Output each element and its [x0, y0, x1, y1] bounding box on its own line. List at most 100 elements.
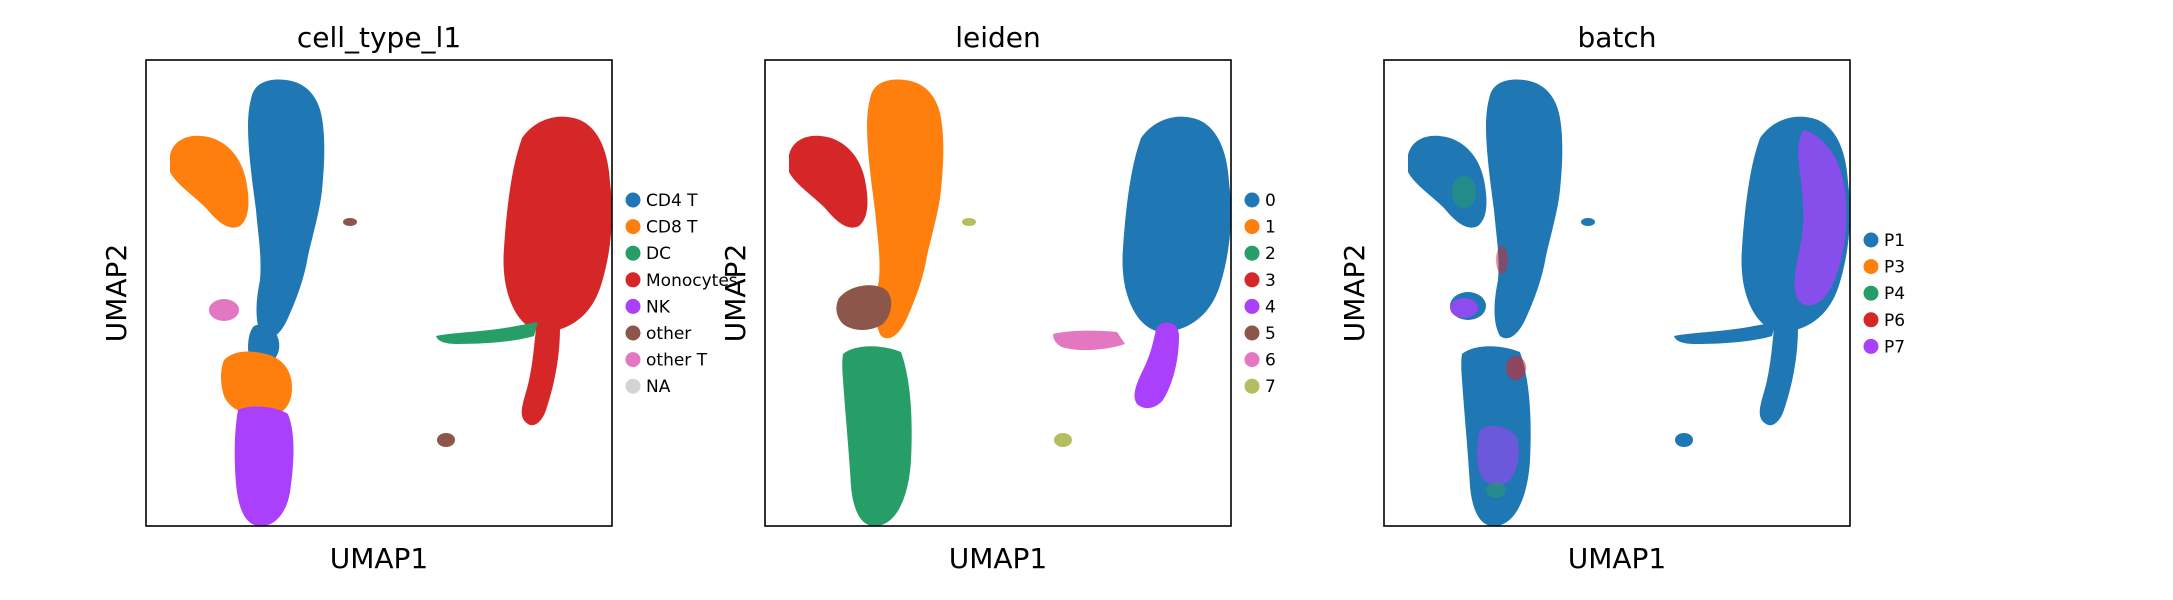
- legend-marker: [1244, 245, 1260, 261]
- legend-label: 6: [1265, 351, 1276, 371]
- batch-top-column: [1486, 79, 1563, 339]
- legend-marker: [1244, 219, 1260, 235]
- legend-label: NK: [646, 297, 671, 317]
- legend-marker: [625, 298, 641, 314]
- legend-label: P1: [1884, 231, 1905, 251]
- legend-label: 5: [1265, 324, 1276, 344]
- cluster-7-dot-bottom: [1054, 433, 1072, 447]
- legend-item-cd8t: CD8 T: [625, 218, 698, 238]
- legend-marker: [1863, 285, 1879, 301]
- y-axis-label: UMAP2: [719, 244, 752, 343]
- legend-marker: [1863, 259, 1879, 275]
- cluster-other-bottom: [437, 433, 455, 447]
- cluster-other-t: [209, 299, 239, 321]
- legend-marker: [1863, 338, 1879, 354]
- plot-frame: [145, 59, 613, 527]
- legend: P1 P3 P4 P6 P7: [1863, 231, 1905, 357]
- legend-marker: [625, 192, 641, 208]
- legend-label: CD4 T: [646, 191, 698, 211]
- y-axis-label: UMAP2: [1338, 244, 1371, 343]
- batch-p7-pink: [1450, 298, 1478, 318]
- cluster-7-dot-top: [962, 218, 976, 226]
- legend-item-cd4t: CD4 T: [625, 191, 698, 211]
- batch-streak: [1674, 322, 1776, 344]
- batch-p6-lower: [1506, 356, 1526, 380]
- panel-cell-type: cell_type_l1 UMAP1 U: [100, 21, 738, 575]
- legend-item-p7: P7: [1863, 337, 1905, 357]
- y-axis-label: UMAP2: [100, 244, 133, 343]
- legend-label: Monocytes: [646, 271, 738, 291]
- legend-item-other-t: other T: [625, 351, 708, 371]
- legend-item-3: 3: [1244, 271, 1276, 291]
- legend-label: P7: [1884, 337, 1905, 357]
- legend-item-other: other: [625, 324, 691, 344]
- legend-marker: [1244, 352, 1260, 368]
- cluster-3: [789, 135, 868, 228]
- legend-marker: [625, 272, 641, 288]
- legend-label: DC: [646, 244, 671, 264]
- legend-label: P3: [1884, 258, 1905, 278]
- legend-label: 4: [1265, 297, 1276, 317]
- legend-marker: [625, 325, 641, 341]
- legend-item-nk: NK: [625, 297, 671, 317]
- legend-marker: [1863, 232, 1879, 248]
- legend-marker: [1863, 312, 1879, 328]
- panel-batch: batch UMAP1 UMAP2: [1338, 21, 1905, 575]
- cluster-2: [842, 346, 912, 527]
- legend-item-p6: P6: [1863, 311, 1905, 331]
- legend-label: CD8 T: [646, 218, 698, 238]
- x-axis-label: UMAP1: [330, 542, 429, 575]
- panel-title: batch: [1577, 21, 1656, 54]
- legend-item-1: 1: [1244, 218, 1276, 238]
- legend-label: 2: [1265, 244, 1276, 264]
- cluster-0: [1122, 116, 1231, 333]
- legend-label: NA: [646, 377, 671, 397]
- legend-label: other T: [646, 351, 708, 371]
- legend-item-dc: DC: [625, 244, 671, 264]
- legend-label: 3: [1265, 271, 1276, 291]
- scatter-area: [789, 79, 1231, 527]
- x-axis-label: UMAP1: [1568, 542, 1667, 575]
- batch-p4-bottom: [1486, 482, 1506, 498]
- plot-frame: [1383, 59, 1851, 527]
- legend: CD4 T CD8 T DC Monocytes NK other: [625, 191, 738, 397]
- legend-item-7: 7: [1244, 377, 1276, 397]
- legend-label: other: [646, 324, 691, 344]
- cluster-other-dot: [343, 218, 357, 226]
- legend: 0 1 2 3 4 5 6: [1244, 191, 1276, 397]
- legend-marker: [625, 245, 641, 261]
- cluster-cd8t-lower: [221, 351, 292, 416]
- batch-right-tail: [1759, 314, 1798, 426]
- cluster-nk: [234, 406, 294, 527]
- cluster-4: [1134, 322, 1179, 409]
- panel-title: leiden: [955, 21, 1041, 54]
- legend-marker: [1244, 325, 1260, 341]
- batch-dot-bottom: [1675, 433, 1693, 447]
- legend-marker: [1244, 378, 1260, 394]
- legend-item-p4: P4: [1863, 284, 1905, 304]
- batch-p7-bottom: [1477, 425, 1519, 486]
- legend-item-na: NA: [625, 377, 671, 397]
- scatter-area: [1408, 79, 1850, 527]
- legend-item-5: 5: [1244, 324, 1276, 344]
- batch-p7-right: [1794, 130, 1847, 306]
- batch-p6-mid: [1496, 246, 1508, 274]
- legend-item-0: 0: [1244, 191, 1276, 211]
- legend-marker: [625, 219, 641, 235]
- legend-item-2: 2: [1244, 244, 1276, 264]
- cluster-monocytes: [503, 116, 612, 333]
- cluster-5: [836, 285, 892, 330]
- panel-leiden: leiden UMAP1 UMAP2 0: [719, 21, 1276, 575]
- legend-item-p1: P1: [1863, 231, 1905, 251]
- legend-label: P6: [1884, 311, 1905, 331]
- legend-marker: [1244, 192, 1260, 208]
- legend-item-p3: P3: [1863, 258, 1905, 278]
- legend-marker: [625, 378, 641, 394]
- cluster-cd4t-column: [248, 79, 325, 339]
- legend-marker: [1244, 298, 1260, 314]
- batch-p4-left-lobe: [1452, 176, 1476, 208]
- cluster-dc: [436, 322, 538, 344]
- legend-item-4: 4: [1244, 297, 1276, 317]
- legend-label: 7: [1265, 377, 1276, 397]
